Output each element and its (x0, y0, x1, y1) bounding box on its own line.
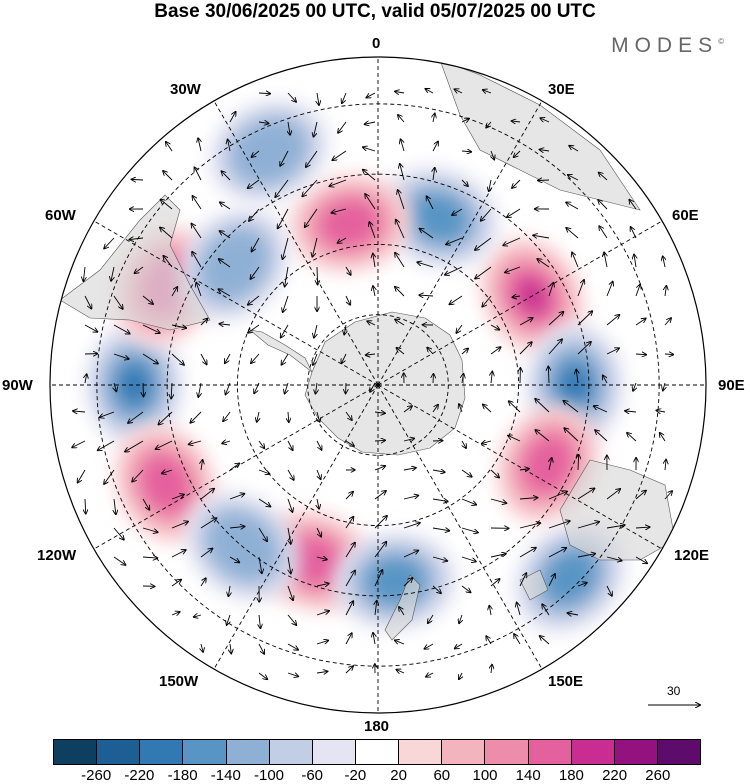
label-lon-180: 180 (364, 719, 389, 735)
colorbar-tick-label: 140 (516, 767, 541, 784)
colorbar-swatch (615, 740, 658, 764)
label-lon-60w: 60W (45, 208, 76, 224)
colorbar-swatch (140, 740, 183, 764)
label-lon-150w: 150W (159, 674, 198, 690)
colorbar-swatch (529, 740, 572, 764)
label-lon-60e: 60E (672, 208, 699, 224)
colorbar-swatch (442, 740, 485, 764)
label-lon-120e: 120E (674, 548, 709, 564)
colorbar-swatch (313, 740, 356, 764)
colorbar-swatch (270, 740, 313, 764)
vector-scale-label: 30 (667, 684, 680, 698)
wind-vector (132, 179, 143, 180)
colorbar-tick-label: -20 (345, 767, 367, 784)
colorbar-tick-label: 220 (602, 767, 627, 784)
label-lon-150e: 150E (548, 674, 583, 690)
colorbar-tick-label: -180 (168, 767, 198, 784)
colorbar-tick-label: -140 (211, 767, 241, 784)
label-lon-90e: 90E (718, 378, 745, 394)
colorbar-swatch (572, 740, 615, 764)
colorbar (53, 739, 701, 765)
colorbar-tick-label: -60 (301, 767, 323, 784)
label-lon-30w: 30W (170, 82, 201, 98)
label-lon-0: 0 (372, 36, 380, 52)
colorbar-swatch (97, 740, 140, 764)
colorbar-tick-label: 100 (472, 767, 497, 784)
colorbar-tick-label: -260 (81, 767, 111, 784)
colorbar-swatch (227, 740, 270, 764)
colorbar-swatch (485, 740, 528, 764)
label-lon-30e: 30E (548, 82, 575, 98)
wind-vector (578, 455, 579, 470)
colorbar-swatch (356, 740, 399, 764)
colorbar-tick-label: 180 (559, 767, 584, 784)
label-lon-90w: 90W (2, 378, 33, 394)
colorbar-swatch (399, 740, 442, 764)
colorbar-tick-label: 20 (390, 767, 407, 784)
wind-vector (317, 267, 318, 284)
colorbar-tick-label: -220 (124, 767, 154, 784)
colorbar-swatch (54, 740, 97, 764)
wind-vector (665, 354, 673, 355)
colorbar-tick-label: 60 (433, 767, 450, 784)
label-lon-120w: 120W (37, 548, 76, 564)
colorbar-tick-label: 260 (645, 767, 670, 784)
colorbar-swatch (183, 740, 226, 764)
colorbar-tick-label: -100 (254, 767, 284, 784)
colorbar-swatch (658, 740, 700, 764)
